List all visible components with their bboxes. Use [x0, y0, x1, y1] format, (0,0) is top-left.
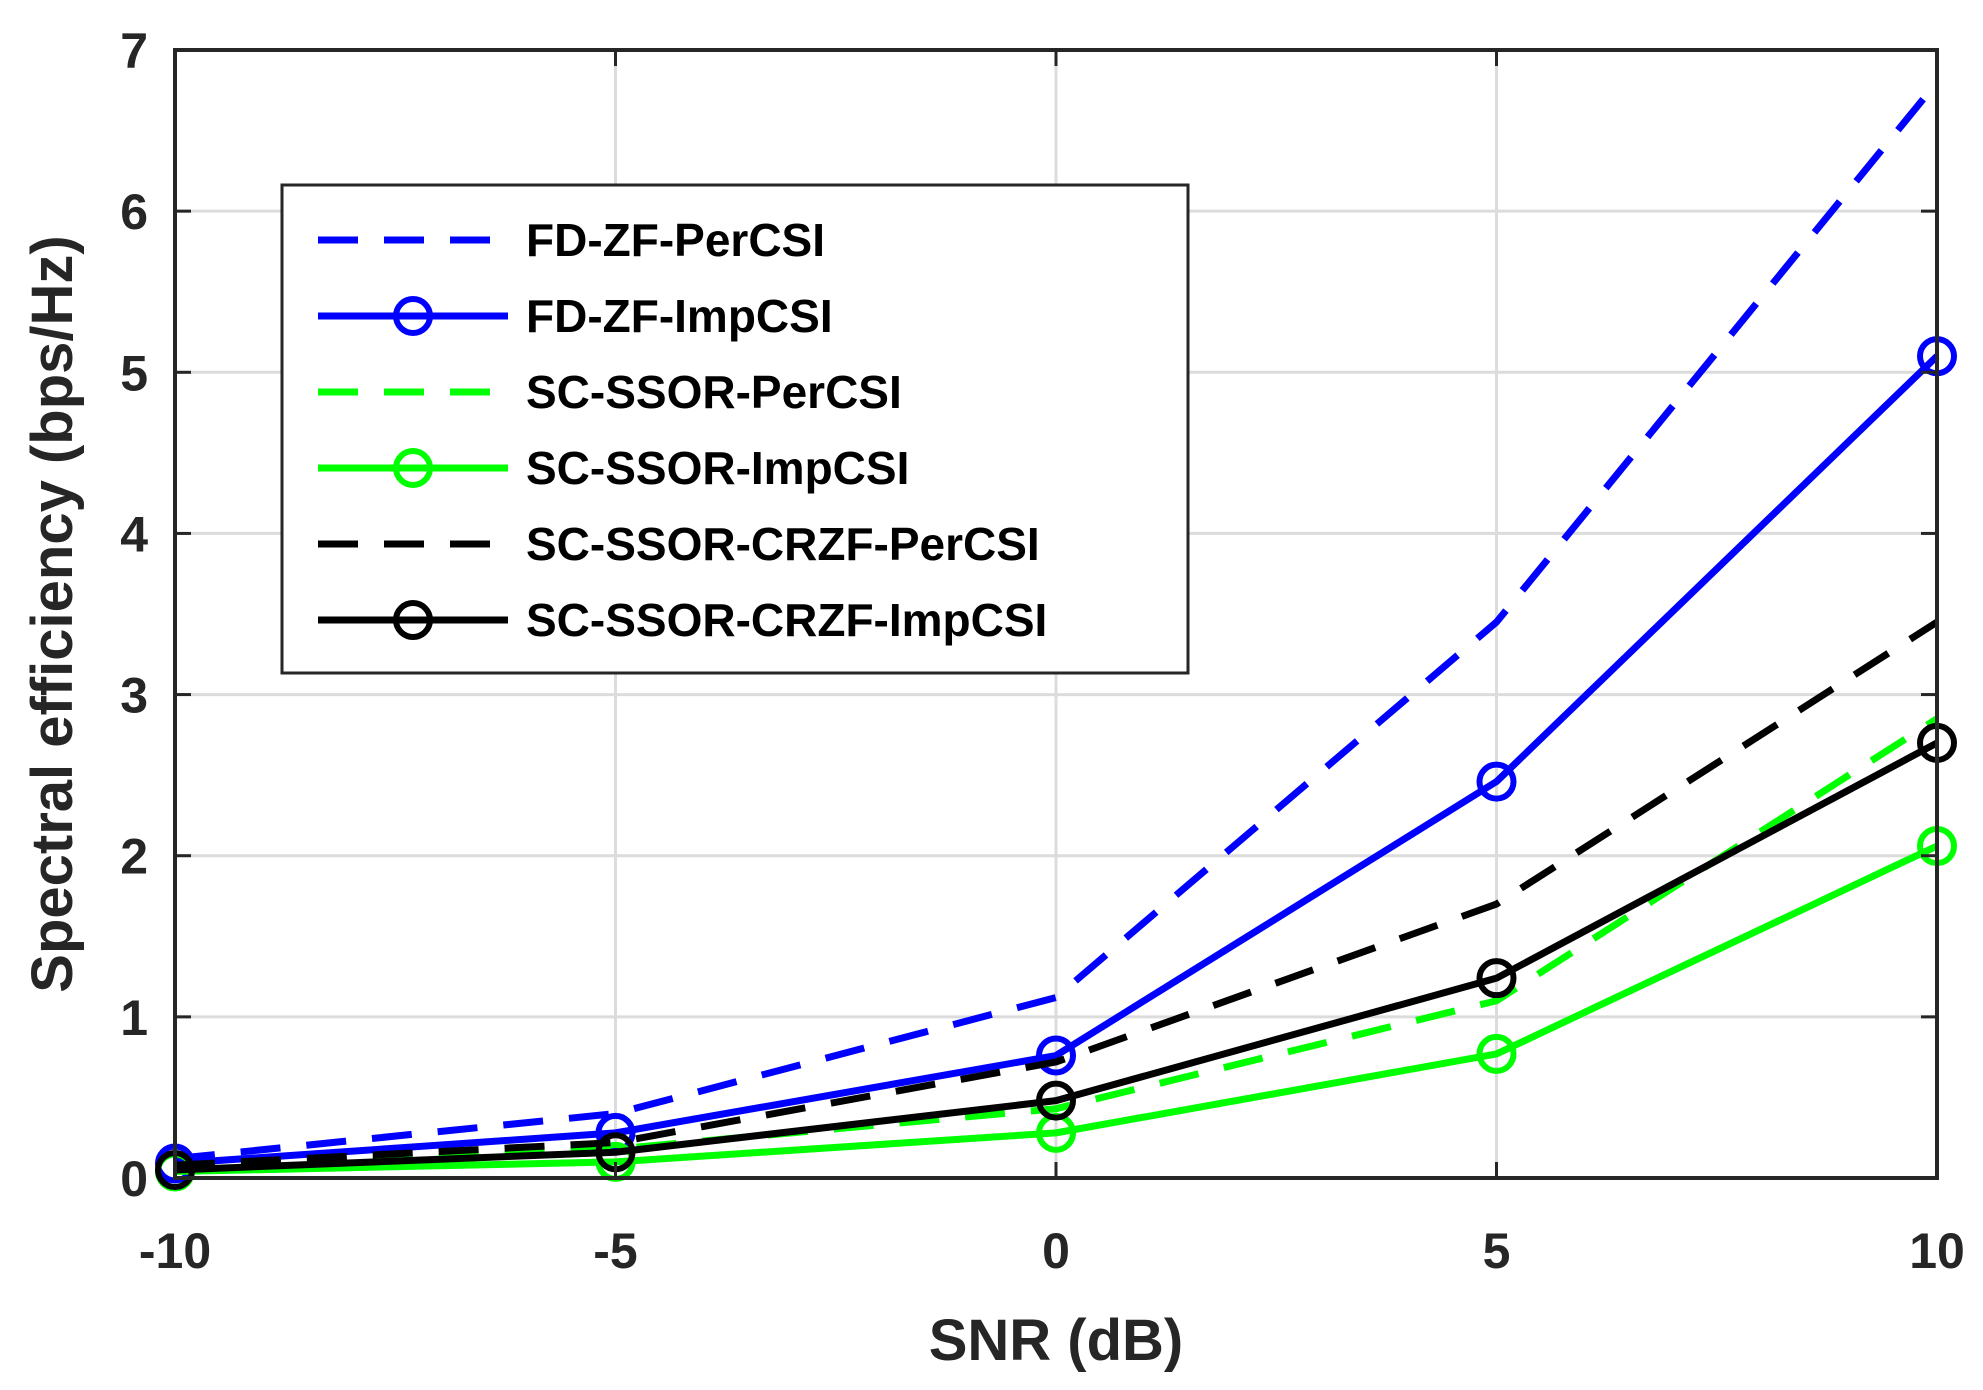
- legend-label: FD-ZF-ImpCSI: [526, 290, 833, 342]
- legend-items: FD-ZF-PerCSI FD-ZF-ImpCSI SC-SSOR-PerCSI SC…: [318, 214, 1047, 646]
- series-fd-zf-percsi: [174, 80, 1940, 1163]
- x-tick-label: 0: [1042, 1223, 1070, 1279]
- series-line: [174, 80, 1940, 1163]
- legend-entry: SC-SSOR-CRZF-PerCSI: [318, 518, 1040, 570]
- data-point: [1476, 958, 1517, 999]
- legend-label: SC-SSOR-PerCSI: [526, 366, 902, 418]
- y-tick-label: 7: [120, 23, 148, 79]
- y-tick-label: 3: [120, 668, 148, 724]
- legend-label: FD-ZF-PerCSI: [526, 214, 825, 266]
- legend-marker: [393, 600, 433, 640]
- legend-box: [280, 183, 1190, 675]
- series-sc-ssor-crzf-percsi: [174, 619, 1939, 1169]
- data-point: [1036, 1080, 1076, 1121]
- y-tick-label: 1: [120, 990, 148, 1046]
- legend-label: SC-SSOR-CRZF-ImpCSI: [526, 594, 1047, 646]
- x-axis-title: SNR (dB): [929, 1308, 1184, 1373]
- x-tick-label: 10: [1909, 1223, 1965, 1279]
- legend-label: SC-SSOR-ImpCSI: [526, 442, 909, 494]
- data-point: [1036, 1035, 1076, 1076]
- x-tick-label: -5: [593, 1223, 637, 1279]
- series-line: [174, 353, 1940, 1167]
- series-line: [174, 619, 1939, 1169]
- y-tick-label: 0: [120, 1151, 148, 1207]
- legend-marker: [393, 448, 433, 488]
- legend-entry: SC-SSOR-ImpCSI: [318, 442, 909, 494]
- y-tick-label: 5: [120, 345, 148, 401]
- legend-entry: FD-ZF-ImpCSI: [318, 290, 833, 342]
- data-point: [1476, 1033, 1517, 1074]
- y-tick-label: 2: [120, 829, 148, 885]
- legend-marker: [393, 296, 433, 336]
- series-line: [174, 739, 1939, 1174]
- data-point: [1476, 761, 1517, 802]
- legend: FD-ZF-PerCSI FD-ZF-ImpCSI SC-SSOR-PerCSI SC…: [280, 183, 1190, 675]
- legend-entry: SC-SSOR-PerCSI: [318, 366, 902, 418]
- plot-series: [155, 80, 1957, 1192]
- x-tick-label: -10: [139, 1223, 211, 1279]
- x-tick-label: 5: [1483, 1223, 1511, 1279]
- legend-entry: FD-ZF-PerCSI: [318, 214, 825, 266]
- y-tick-label: 6: [120, 184, 148, 240]
- legend-label: SC-SSOR-CRZF-PerCSI: [526, 518, 1040, 570]
- series-line: [174, 842, 1939, 1176]
- y-tick-label: 4: [120, 506, 148, 562]
- legend-entry: SC-SSOR-CRZF-ImpCSI: [318, 594, 1047, 646]
- axis-ticks: -10 -5 0 5 10 0 1 2 3 4 5 6 7: [120, 23, 1965, 1279]
- y-axis-title: Spectral efficiency (bps/Hz): [20, 235, 85, 992]
